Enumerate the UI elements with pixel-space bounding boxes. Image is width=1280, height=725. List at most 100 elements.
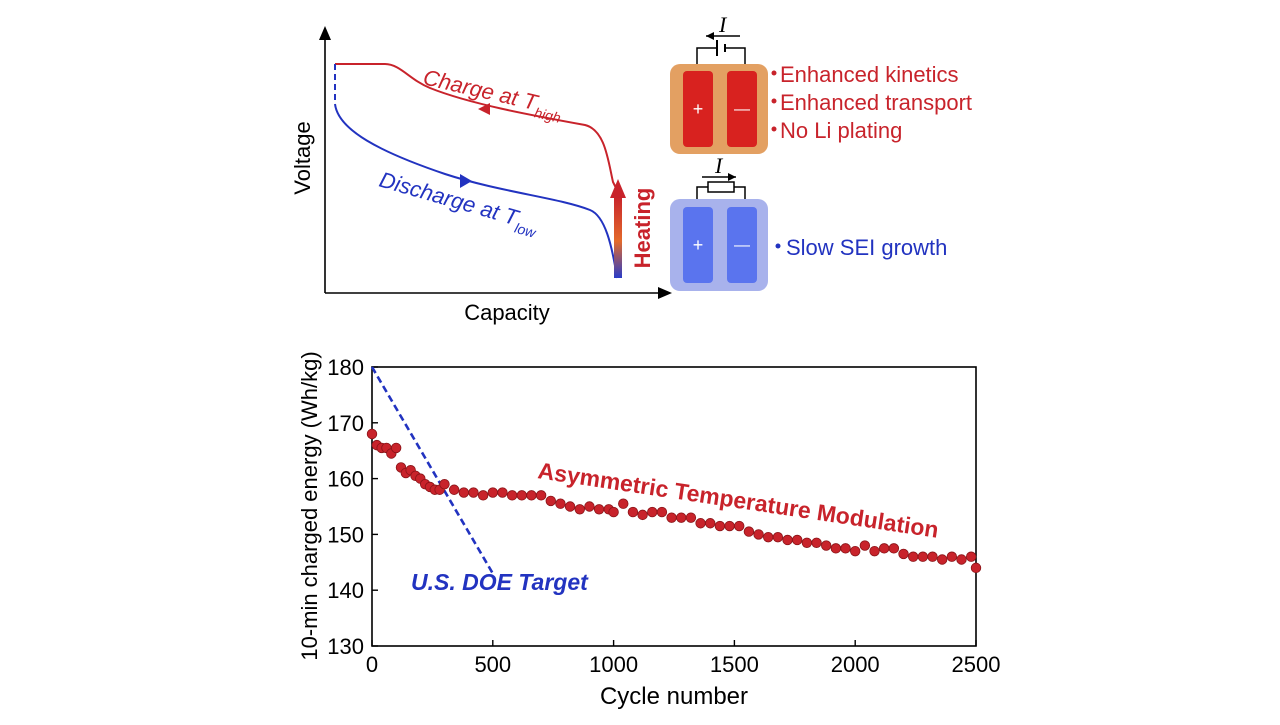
data-point	[390, 442, 402, 454]
data-point	[724, 520, 735, 532]
data-point	[705, 518, 716, 529]
hot-bullet-1: Enhanced kinetics	[780, 62, 959, 87]
x-tick-label: 2000	[831, 652, 880, 677]
data-point	[487, 487, 499, 498]
data-point	[734, 520, 745, 532]
data-point	[535, 490, 547, 501]
hot-bullet-dot	[771, 126, 777, 132]
data-point	[859, 540, 871, 551]
data-point	[656, 506, 668, 518]
data-point	[888, 543, 900, 554]
data-point	[676, 512, 687, 523]
data-point	[869, 545, 880, 557]
data-point	[936, 554, 948, 565]
data-point	[850, 545, 861, 557]
schematic-xlabel: Capacity	[464, 300, 550, 325]
y-tick-label: 130	[327, 634, 364, 659]
data-point	[763, 531, 774, 543]
data-point	[564, 501, 576, 512]
y-tick-label: 180	[327, 355, 364, 380]
data-point	[439, 478, 450, 490]
cold-positive-electrode	[683, 207, 713, 283]
atm-series	[366, 428, 982, 574]
hot-wire	[696, 47, 746, 68]
data-point	[898, 548, 909, 560]
x-tick-label: 0	[366, 652, 378, 677]
schematic-ylabel: Voltage	[290, 121, 315, 194]
heating-label: Heating	[630, 188, 655, 269]
charge-curve	[335, 63, 618, 191]
data-point	[468, 487, 479, 498]
data-point	[647, 506, 658, 518]
data-point	[574, 504, 585, 515]
data-point	[448, 484, 460, 495]
data-point	[516, 490, 527, 501]
charge-direction-arrow	[478, 103, 490, 115]
hot-negative-electrode	[727, 71, 757, 147]
charge-label: Charge at Thigh	[420, 65, 566, 126]
y-tick-label: 170	[327, 411, 364, 436]
data-point	[970, 562, 982, 574]
data-point	[555, 498, 566, 509]
discharge-curve	[334, 103, 618, 279]
hot-bullet-2: Enhanced transport	[780, 90, 972, 115]
data-point	[811, 537, 822, 548]
hot-plus-sign: +	[693, 99, 704, 119]
data-point	[545, 495, 556, 507]
data-point	[917, 551, 929, 562]
data-point	[477, 490, 489, 501]
plot-frame	[371, 366, 977, 647]
data-point	[608, 506, 619, 518]
data-point	[497, 487, 508, 498]
data-point	[840, 543, 851, 554]
hot-current-symbol: I	[718, 12, 728, 37]
data-point	[627, 506, 639, 518]
data-point	[927, 551, 938, 562]
cold-bullet-dot	[775, 243, 781, 249]
chart-ylabel: 10-min charged energy (Wh/kg)	[297, 351, 322, 660]
y-ticks: 130 140 150 160 170 180	[327, 355, 378, 659]
y-tick-label: 150	[327, 522, 364, 547]
doe-target-line	[370, 366, 494, 575]
cold-bullet-1: Slow SEI growth	[786, 235, 947, 260]
data-point	[782, 534, 793, 546]
hot-positive-electrode	[683, 71, 713, 147]
data-point	[753, 529, 764, 540]
x-tick-label: 1500	[710, 652, 759, 677]
data-point	[526, 490, 537, 501]
doe-annotation: U.S. DOE Target	[411, 569, 589, 595]
data-point	[366, 428, 378, 440]
cold-bullets: Slow SEI growth	[775, 235, 947, 260]
data-point	[821, 540, 832, 551]
data-point	[666, 512, 677, 523]
data-point	[965, 551, 977, 562]
data-point	[772, 531, 784, 543]
data-point	[458, 487, 470, 498]
data-point	[801, 537, 813, 548]
x-ticks: 0 500 1000 1500 2000 2500	[366, 640, 1001, 677]
hot-minus-sign: —	[734, 101, 750, 118]
data-point	[695, 518, 706, 529]
data-point	[743, 526, 755, 537]
hot-current-arrowhead	[706, 32, 714, 40]
x-tick-label: 2500	[952, 652, 1001, 677]
x-tick-label: 1000	[589, 652, 638, 677]
heating-arrow-head	[610, 179, 626, 198]
data-point	[506, 490, 518, 501]
chart-xlabel: Cycle number	[600, 683, 748, 710]
discharge-direction-arrow	[460, 174, 472, 188]
cold-plus-sign: +	[693, 235, 704, 255]
cold-minus-sign: —	[734, 237, 750, 254]
data-point	[878, 543, 890, 554]
data-point	[593, 504, 605, 515]
data-point	[830, 543, 842, 554]
data-point	[637, 509, 648, 521]
heating-arrow-shaft	[614, 196, 622, 278]
cold-negative-electrode	[727, 207, 757, 283]
doe-target-series	[370, 366, 494, 575]
resistor-symbol	[707, 181, 735, 193]
cold-current-arrowhead	[728, 173, 736, 181]
cold-current-symbol: I	[714, 153, 724, 178]
x-tick-label: 500	[474, 652, 511, 677]
